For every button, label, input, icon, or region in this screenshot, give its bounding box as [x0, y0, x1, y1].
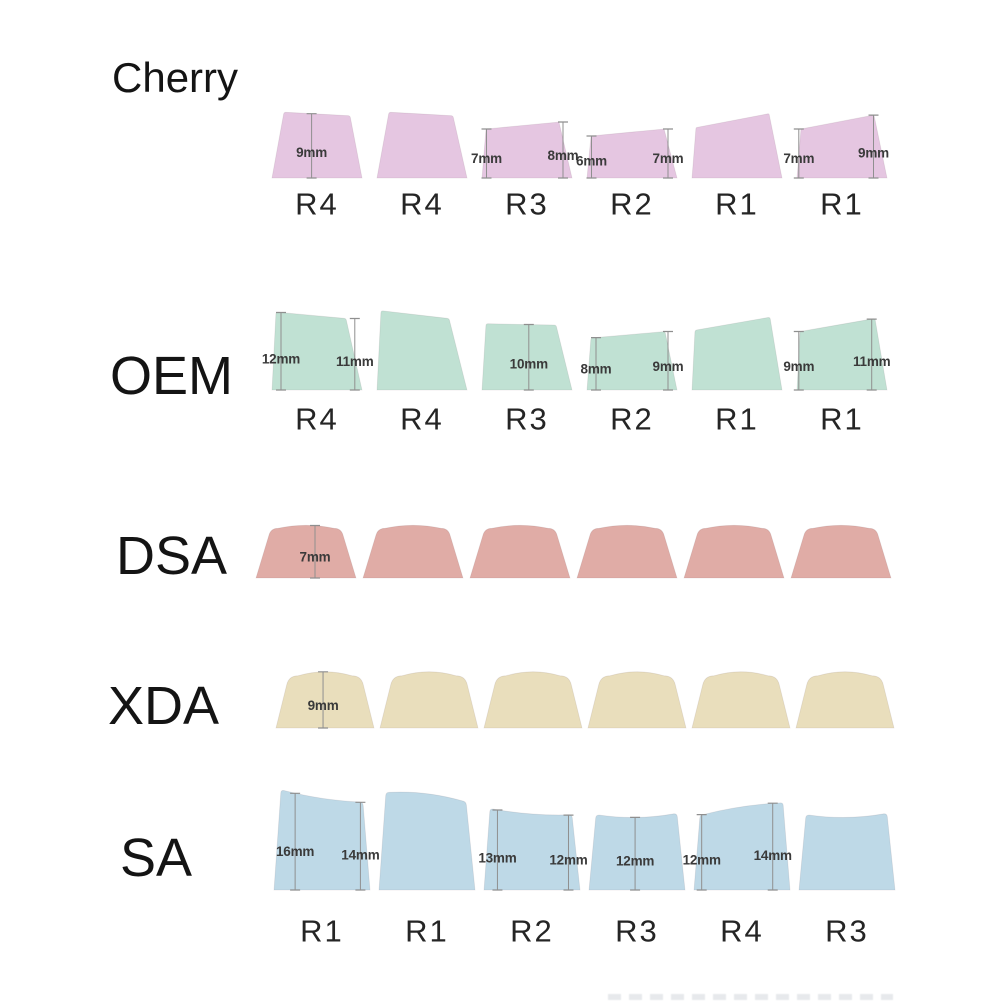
row-label: R1	[820, 402, 864, 437]
measure-label: 14mm	[754, 848, 792, 863]
measurement: 9mm	[783, 330, 815, 391]
keycap-dsa	[362, 524, 464, 579]
measure-label: 7mm	[471, 151, 502, 166]
keycap-oem-r1	[691, 317, 783, 391]
row-label: R3	[615, 914, 659, 949]
keycap-sa-r4	[693, 802, 791, 891]
profile-label-sa: SA	[120, 827, 193, 888]
measurement: 11mm	[336, 317, 374, 391]
measure-label: 12mm	[549, 853, 587, 868]
keycap-dsa	[683, 524, 785, 579]
measurement: 6mm	[576, 135, 607, 179]
measure-label: 7mm	[783, 151, 814, 166]
keycap-dsa	[255, 524, 357, 579]
keycap-xda	[379, 671, 479, 729]
measurement: 7mm	[471, 128, 502, 179]
measure-label: 14mm	[341, 847, 379, 862]
keycap-dsa	[790, 524, 892, 579]
row-label: R2	[510, 914, 554, 949]
keycap-xda	[275, 671, 375, 729]
measurement: 8mm	[581, 337, 612, 391]
profile-label-dsa: DSA	[116, 525, 228, 586]
keycap-sa-r1	[378, 791, 476, 891]
measurement: 12mm	[262, 311, 301, 391]
row-label: R1	[405, 914, 449, 949]
row-label: R3	[505, 187, 549, 222]
measurement: 8mm	[548, 121, 579, 179]
profile-label-cherry: Cherry	[112, 54, 239, 102]
measurement: 10mm	[510, 323, 548, 391]
measurement: 9mm	[308, 671, 339, 729]
keycap-oem-r2	[586, 331, 678, 391]
measure-label: 9mm	[858, 145, 889, 160]
keycap-cherry-r1	[691, 113, 783, 179]
measurement: 12mm	[549, 814, 588, 891]
keycap-xda	[587, 671, 687, 729]
keycap-dsa	[469, 524, 571, 579]
watermark-remnant	[608, 994, 893, 1000]
measure-label: 8mm	[581, 362, 612, 377]
row-label: R3	[505, 402, 549, 437]
row-label: R2	[610, 402, 654, 437]
row-label: R4	[400, 402, 444, 437]
measure-label: 16mm	[276, 844, 314, 859]
keycap-sa-r2	[483, 808, 581, 891]
keycap-sa-r3	[798, 813, 896, 891]
measurement: 7mm	[653, 128, 684, 179]
row-label: R1	[820, 187, 864, 222]
measure-label: 10mm	[510, 356, 548, 371]
measure-label: 9mm	[653, 359, 684, 374]
profile-label-oem: OEM	[110, 345, 234, 406]
row-label: R1	[715, 187, 759, 222]
measurement: 16mm	[276, 792, 315, 891]
measure-label: 12mm	[262, 351, 300, 366]
row-label: R4	[720, 914, 764, 949]
profile-label-xda: XDA	[108, 675, 220, 736]
measure-label: 11mm	[336, 354, 374, 369]
measure-label: 7mm	[653, 151, 684, 166]
measure-label: 7mm	[300, 549, 331, 564]
measure-label: 9mm	[296, 145, 327, 160]
measure-label: 9mm	[783, 359, 814, 374]
keycap-sa-r3	[588, 813, 686, 891]
measurement: 11mm	[853, 318, 891, 391]
measurement: 14mm	[754, 802, 792, 891]
row-label: R3	[825, 914, 869, 949]
keycap-xda	[483, 671, 583, 729]
row-label: R4	[295, 187, 339, 222]
measure-label: 6mm	[576, 154, 607, 169]
keycap-cherry-r4	[376, 111, 468, 179]
measurement: 7mm	[783, 128, 815, 179]
keycap-dsa	[576, 524, 678, 579]
row-label: R1	[715, 402, 759, 437]
measure-label: 9mm	[308, 698, 339, 713]
keycap-oem-r4	[376, 310, 468, 391]
keycap-xda	[691, 671, 791, 729]
row-label: R4	[295, 402, 339, 437]
keycap-xda	[795, 671, 895, 729]
measure-label: 12mm	[683, 852, 721, 867]
measure-label: 12mm	[616, 853, 654, 868]
measurement: 9mm	[858, 114, 889, 179]
measurement: 9mm	[653, 330, 684, 391]
row-label: R2	[610, 187, 654, 222]
measurement: 12mm	[616, 816, 655, 891]
measurement: 7mm	[300, 524, 331, 579]
measure-label: 8mm	[548, 148, 579, 163]
keycap-sa-r1	[273, 790, 371, 891]
keycap-cherry-r4	[271, 111, 363, 179]
measure-label: 11mm	[853, 354, 891, 369]
row-label: R1	[300, 914, 344, 949]
row-label: R4	[400, 187, 444, 222]
measurement: 13mm	[478, 809, 517, 891]
measurement: 9mm	[296, 113, 327, 179]
measure-label: 13mm	[478, 850, 516, 865]
measurement: 14mm	[341, 801, 380, 891]
measurement: 12mm	[683, 814, 721, 891]
